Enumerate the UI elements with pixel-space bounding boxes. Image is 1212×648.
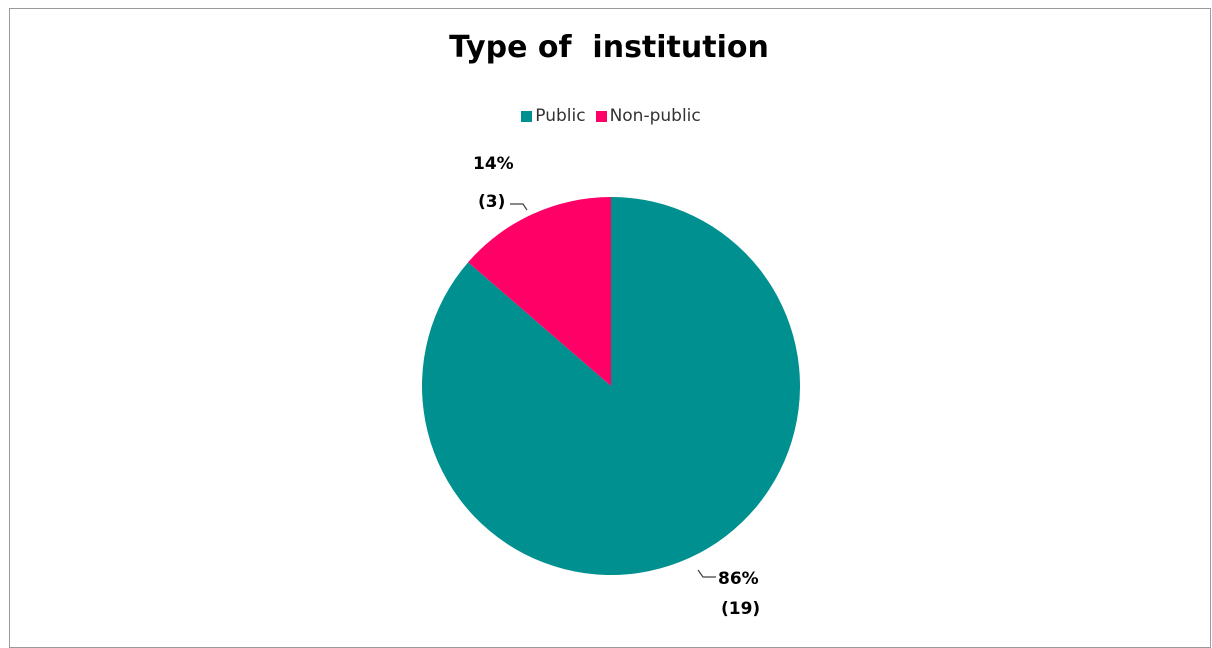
legend-label-public: Public — [535, 106, 586, 126]
data-label-percent-public: 86% — [718, 569, 759, 589]
chart-title: Type of institution — [449, 30, 769, 65]
legend-swatch-public — [521, 110, 533, 122]
pie-slice-non-public — [468, 197, 611, 386]
legend-entry-public: Public — [521, 106, 586, 126]
pie-chart: 14% (3) 86% (19) — [422, 154, 801, 619]
pie-slices — [422, 197, 801, 575]
data-label-count-public: (19) — [721, 599, 760, 619]
data-label-percent-non-public: 14% — [473, 154, 514, 174]
leader-line-public — [697, 569, 716, 578]
legend-swatch-non-public — [595, 110, 607, 122]
legend-label-non-public: Non-public — [609, 106, 701, 126]
legend-entry-non-public: Non-public — [595, 106, 701, 126]
chart-legend: Public Non-public — [0, 106, 1212, 126]
data-label-count-non-public: (3) — [478, 192, 505, 212]
leader-line-non-public — [510, 203, 528, 211]
